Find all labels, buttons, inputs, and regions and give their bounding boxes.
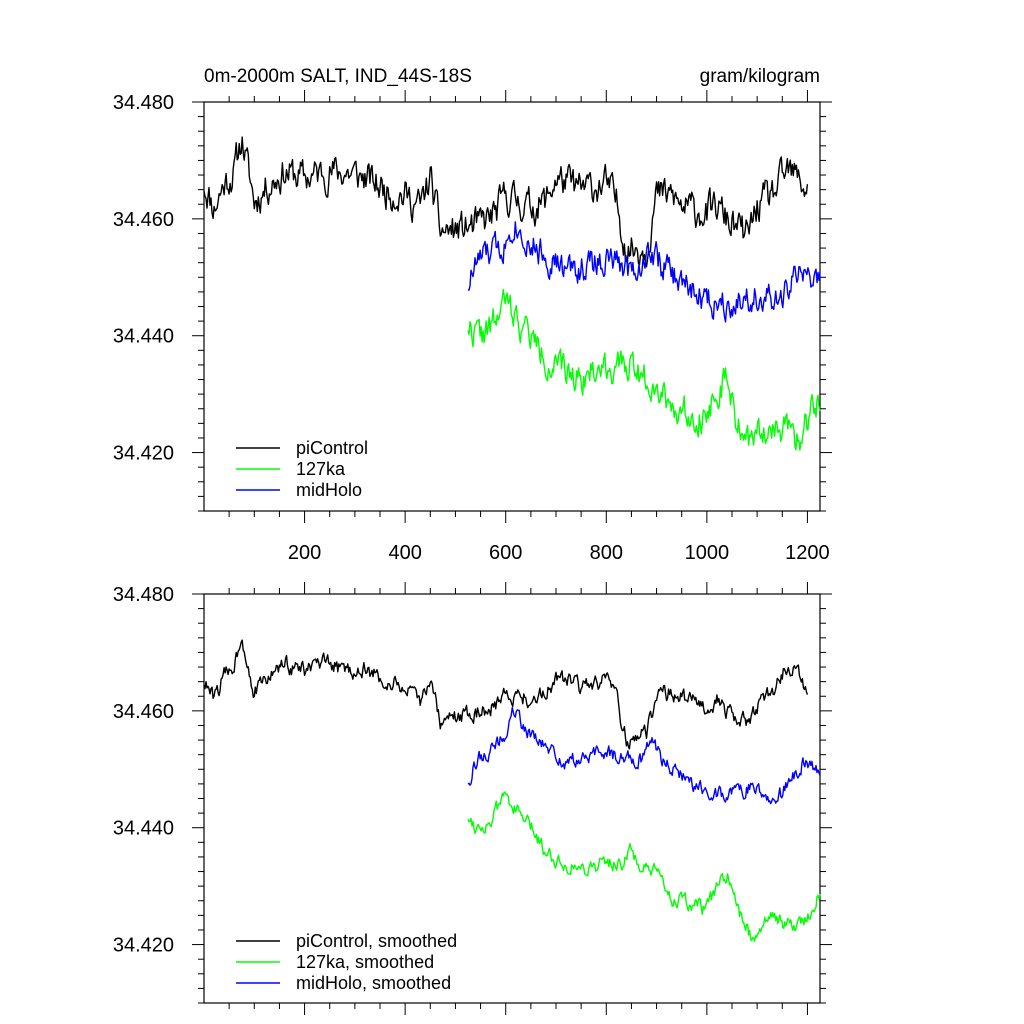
y-tick-label: 34.420 [113,443,174,465]
y-tick-label: 34.460 [113,209,174,231]
x-tick-label: 1000 [685,542,730,564]
legend-label: piControl, smoothed [296,931,457,951]
x-tick-label: 400 [388,542,421,564]
top-panel: 0m-2000m SALT, IND_44S-18S gram/kilogram… [113,66,832,564]
x-tick-label: 600 [489,542,522,564]
y-tick-label: 34.440 [113,818,174,840]
x-tick-label: 800 [590,542,623,564]
series-line-midholo [467,221,821,323]
legend-label: 127ka [296,459,346,479]
series-lines [203,639,821,942]
y-tick-label: 34.460 [113,701,174,723]
y-tick-label: 34.480 [113,584,174,606]
y-tick-label: 34.480 [113,92,174,114]
bottom-panel: 34.480 34.460 34.440 34.420 piControl, smoo… [113,582,832,1015]
y-tick-label: 34.440 [113,326,174,348]
chart-title: 0m-2000m SALT, IND_44S-18S [204,66,472,87]
legend-label: midHolo, smoothed [296,973,451,993]
units-label: gram/kilogram [700,66,820,87]
legend-label: piControl [296,438,368,458]
series-lines [203,136,821,451]
legend-label: 127ka, smoothed [296,952,434,972]
series-line-picontrol [203,136,809,268]
series-line-127ka [467,289,821,451]
y-tick-label: 34.420 [113,935,174,957]
series-line-midholo [467,706,821,805]
x-tick-label: 200 [288,542,321,564]
legend-label: midHolo [296,480,362,500]
x-axis-tick-labels: 200 400 600 800 1000 1200 [288,542,830,564]
x-tick-label: 1200 [785,542,830,564]
axis-ticks [192,582,832,1015]
y-axis-tick-labels: 34.480 34.460 34.440 34.420 [113,584,174,957]
y-axis-tick-labels: 34.480 34.460 34.440 34.420 [113,92,174,465]
series-line-picontrol [203,639,809,750]
series-line-127ka [467,791,821,942]
axis-ticks [192,90,832,523]
